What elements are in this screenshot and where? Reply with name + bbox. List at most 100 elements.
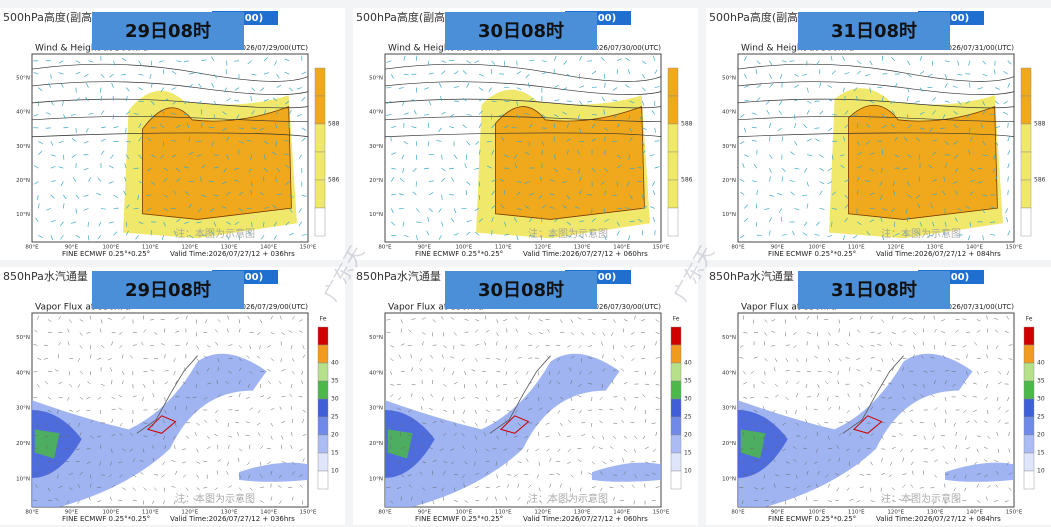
wind-barb [386, 60, 392, 63]
flux-arrow [55, 498, 59, 501]
wind-barb [890, 100, 895, 104]
flux-arrow [228, 370, 232, 374]
wind-barb [209, 208, 215, 212]
wind-barb [539, 176, 543, 182]
height-panel: 500hPa高度(副高) 2026 00:00)Wind & Height at … [353, 8, 698, 260]
flux-arrow [1004, 331, 1009, 333]
lon-label: 130°E [574, 245, 591, 251]
colorbar-tick: 35 [684, 378, 692, 385]
wind-barb [478, 87, 484, 91]
flux-arrow [483, 432, 487, 436]
wind-barb [416, 208, 420, 213]
wind-barb [301, 194, 307, 197]
flux-arrow [474, 409, 477, 414]
lat-label: 10°N [16, 476, 30, 482]
wind-barb [1007, 163, 1010, 169]
flux-arrow [910, 448, 914, 453]
ridge-inner [495, 106, 645, 220]
wind-barb [491, 179, 497, 182]
flux-arrow [941, 331, 946, 333]
flux-arrow [181, 448, 186, 450]
flux-arrow [111, 419, 114, 424]
wind-barb [158, 60, 164, 63]
flux-arrow [796, 422, 800, 427]
wind-barb [276, 109, 279, 115]
colorbar-cell [317, 416, 329, 436]
wind-barb [124, 176, 127, 182]
flux-arrow [100, 444, 102, 449]
wind-barb [616, 221, 620, 227]
flux-arrow [997, 406, 1001, 411]
wind-barb [138, 136, 142, 142]
wind-barb [284, 153, 290, 156]
wind-barb [641, 87, 647, 92]
wind-barb [579, 85, 585, 88]
wind-barb [932, 139, 938, 142]
wind-barb [50, 100, 54, 106]
wind-barb [563, 60, 568, 65]
flux-arrow [132, 474, 137, 478]
flux-arrow [503, 319, 508, 321]
flux-arrow [79, 319, 84, 322]
wind-barb [438, 235, 442, 240]
flux-arrow [443, 461, 448, 463]
wind-barb [894, 233, 900, 236]
flux-arrow [785, 409, 788, 414]
lon-label: 90°E [771, 245, 785, 251]
flux-arrow [771, 319, 776, 322]
flux-arrow [996, 432, 999, 436]
wind-barb [97, 235, 102, 240]
wind-barb [210, 56, 215, 61]
flux-arrow [741, 500, 744, 505]
flux-arrow [225, 380, 229, 385]
wind-barb [652, 216, 656, 222]
flux-arrow [762, 461, 765, 466]
wind-barb [844, 217, 849, 223]
wind-barb [238, 127, 244, 130]
wind-barb [150, 82, 153, 88]
wind-barb [882, 125, 887, 129]
wind-barb [63, 203, 65, 209]
flux-arrow [920, 355, 924, 359]
flux-arrow [836, 487, 840, 492]
wind-barb [150, 181, 156, 186]
flux-arrow [976, 371, 980, 375]
wind-barb [600, 181, 605, 186]
wind-barb [856, 95, 858, 102]
wind-barb [50, 154, 56, 157]
flux-arrow [972, 382, 977, 385]
flux-arrow [976, 448, 979, 453]
flux-arrow [963, 409, 967, 413]
flux-arrow [119, 345, 123, 349]
flux-arrow [964, 487, 967, 492]
wind-barb [806, 109, 810, 115]
wind-barb [652, 181, 656, 187]
flux-arrow [528, 382, 533, 385]
wind-barb [113, 194, 118, 198]
wind-barb [33, 181, 39, 185]
flux-arrow [175, 422, 177, 427]
wind-barb [919, 221, 923, 227]
flux-arrow [140, 341, 144, 346]
colorbar-cell [1020, 95, 1032, 125]
flux-arrow [599, 396, 603, 401]
wind-barb [1007, 189, 1009, 196]
wind-barb [138, 221, 144, 225]
flux-arrow [570, 474, 574, 478]
wind-barb [251, 181, 253, 187]
flux-arrow [411, 318, 416, 320]
flux-arrow [196, 474, 199, 479]
flux-arrow [122, 371, 125, 375]
wind-barb [844, 72, 850, 75]
flux-arrow [173, 371, 176, 375]
flux-arrow [33, 344, 38, 346]
flux-arrow [881, 319, 885, 323]
wind-barb [475, 141, 480, 145]
vapor-area [385, 353, 620, 507]
flux-arrow [432, 486, 437, 488]
wind-barb [628, 114, 630, 120]
wind-barb [994, 176, 998, 182]
wind-barb [466, 231, 471, 236]
wind-barb [196, 72, 202, 75]
flux-arrow [602, 461, 607, 465]
